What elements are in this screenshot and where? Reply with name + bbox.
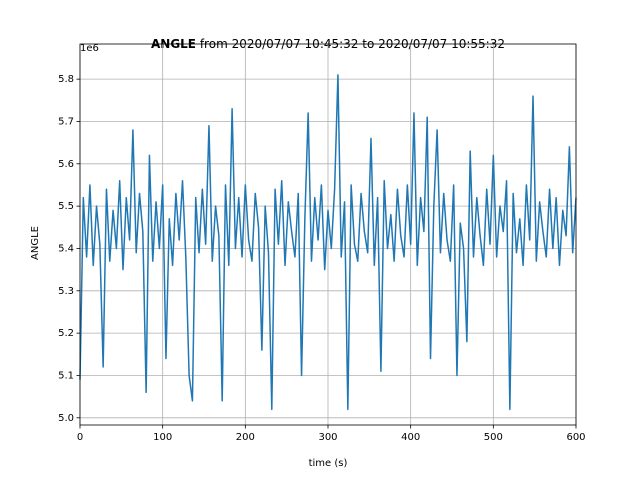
y-tick-label: 5.6 <box>58 159 74 170</box>
offset-label: 1e6 <box>80 43 99 54</box>
y-tick-label: 5.4 <box>58 243 74 254</box>
title-bold: ANGLE <box>151 37 196 51</box>
y-tick-label: 5.5 <box>58 201 74 212</box>
x-tick-label: 500 <box>484 432 503 443</box>
y-axis-label: ANGLE <box>30 226 41 260</box>
x-tick-label: 100 <box>153 432 172 443</box>
y-tick-label: 5.0 <box>58 413 74 424</box>
y-tick-label: 5.2 <box>58 328 74 339</box>
y-tick-label: 5.7 <box>58 116 74 127</box>
x-tick-label: 400 <box>401 432 420 443</box>
chart-title: ANGLE from 2020/07/07 10:45:32 to 2020/0… <box>151 37 505 51</box>
y-tick-label: 5.3 <box>58 286 74 297</box>
title-rest: from 2020/07/07 10:45:32 to 2020/07/07 1… <box>196 37 505 51</box>
x-tick-label: 300 <box>318 432 337 443</box>
plot-frame <box>79 43 577 426</box>
y-tick-label: 5.1 <box>58 370 74 381</box>
x-axis-label: time (s) <box>309 458 348 469</box>
x-tick-label: 600 <box>566 432 585 443</box>
x-tick-label: 200 <box>236 432 255 443</box>
y-tick-label: 5.8 <box>58 74 74 85</box>
data-line <box>79 74 577 411</box>
x-tick-label: 0 <box>77 432 83 443</box>
